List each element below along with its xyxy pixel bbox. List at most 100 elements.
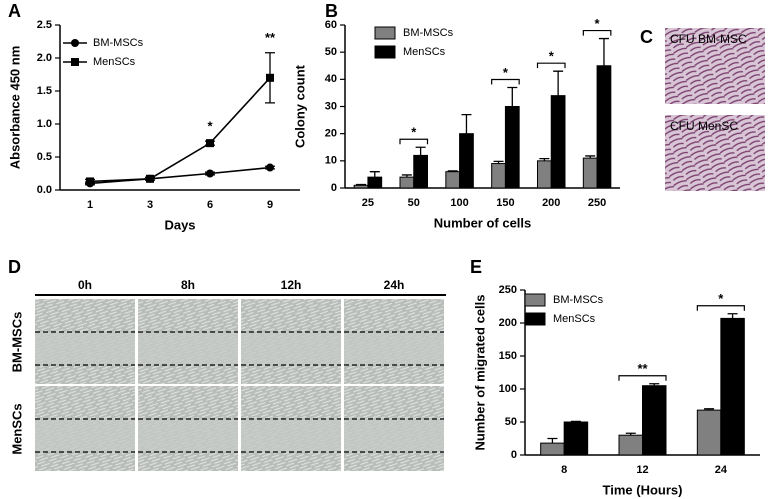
- panel-letter: A: [8, 1, 21, 21]
- wound-gap: [35, 419, 135, 452]
- sig-bracket: [536, 62, 566, 69]
- marker: [86, 177, 94, 186]
- marker: [206, 139, 214, 148]
- x-axis-title: Time (Hours): [603, 482, 683, 497]
- y-tick-label: 20: [325, 128, 337, 140]
- marker: [266, 73, 274, 82]
- y-tick-label: 30: [325, 100, 337, 112]
- row-label: MenSCs: [9, 403, 24, 454]
- bar: [367, 176, 383, 189]
- sig-mark: *: [718, 291, 724, 306]
- sig-bracket: [696, 305, 745, 311]
- y-tick-label: 150: [499, 350, 517, 362]
- wound-gap: [241, 419, 341, 452]
- wound-gap: [344, 419, 444, 452]
- sig-bracket: [582, 29, 612, 36]
- legend-swatch: [374, 45, 396, 59]
- x-tick-label: 1: [87, 199, 93, 211]
- y-tick-label: 0: [511, 449, 517, 461]
- x-axis-title: Days: [164, 217, 195, 232]
- y-tick-label: 100: [499, 383, 517, 395]
- image-caption: CFU MenSC: [670, 119, 738, 133]
- image-caption: CFU BM-MSC: [670, 32, 747, 46]
- y-tick-label: 2.5: [37, 19, 52, 31]
- bar: [696, 409, 722, 456]
- bar: [537, 160, 552, 189]
- legend-label: MenSCs: [403, 46, 446, 58]
- error-bar: [547, 437, 558, 444]
- marker: [206, 169, 214, 178]
- wound-gap: [35, 332, 135, 365]
- sig-mark: *: [503, 65, 509, 80]
- column-header: 24h: [384, 278, 405, 292]
- y-tick-label: 0: [331, 182, 337, 194]
- y-tick-label: 0.0: [37, 184, 52, 196]
- y-axis-title: Absorbance 450 nm: [7, 46, 22, 170]
- y-tick-label: 50: [505, 416, 517, 428]
- column-header: 0h: [78, 278, 92, 292]
- bar: [399, 176, 415, 189]
- y-tick-label: 200: [499, 317, 517, 329]
- x-tick-label: 8: [561, 464, 567, 476]
- sig-mark: *: [207, 119, 213, 134]
- bar: [540, 442, 565, 456]
- legend-label: MenSCs: [93, 56, 136, 68]
- sig-bracket: [618, 375, 667, 381]
- y-tick-label: 1.5: [37, 85, 52, 97]
- error-bar: [369, 171, 380, 178]
- bar: [618, 434, 643, 456]
- bar: [642, 385, 667, 456]
- line: [89, 77, 271, 183]
- marker: [71, 58, 79, 66]
- bar: [504, 106, 520, 189]
- bar: [563, 421, 589, 456]
- y-tick-label: 10: [325, 155, 337, 167]
- sig-mark: **: [637, 361, 648, 376]
- bar: [720, 317, 745, 456]
- y-tick-label: 0.5: [37, 151, 52, 163]
- wound-gap: [138, 419, 238, 452]
- legend-label: BM-MSCs: [93, 37, 144, 49]
- bar: [445, 171, 461, 189]
- y-tick-label: 40: [325, 73, 337, 85]
- marker: [146, 174, 154, 183]
- bar: [550, 95, 566, 189]
- marker: [266, 163, 274, 172]
- sig-bracket: [399, 138, 429, 145]
- legend-label: BM-MSCs: [553, 294, 604, 306]
- colony-image: [665, 115, 765, 191]
- y-tick-label: 60: [325, 19, 337, 31]
- y-tick-label: 2.0: [37, 52, 52, 64]
- y-tick-label: 50: [325, 46, 337, 58]
- y-axis-title: Colony count: [292, 64, 307, 148]
- x-tick-label: 100: [450, 197, 468, 209]
- error-bar: [415, 146, 426, 156]
- x-tick-label: 50: [408, 197, 420, 209]
- error-bar: [461, 114, 472, 134]
- bar: [413, 154, 428, 189]
- sig-bracket: [491, 78, 520, 85]
- sig-mark: *: [595, 16, 601, 31]
- bar: [491, 163, 506, 189]
- x-axis-title: Number of cells: [434, 215, 532, 230]
- bar: [459, 133, 474, 189]
- sig-mark: *: [549, 49, 555, 64]
- legend-swatch: [524, 312, 546, 326]
- bar: [353, 184, 369, 189]
- panel-letter: C: [640, 27, 653, 47]
- x-tick-label: 12: [636, 464, 648, 476]
- y-tick-label: 250: [499, 284, 517, 296]
- error-bar: [598, 37, 609, 66]
- legend-label: MenSCs: [553, 313, 596, 325]
- sig-mark: **: [265, 30, 276, 45]
- error-bar: [507, 86, 518, 107]
- legend-swatch: [374, 26, 396, 40]
- panel-letter: E: [470, 257, 482, 277]
- line: [89, 166, 271, 185]
- marker: [71, 39, 79, 47]
- bar: [582, 157, 598, 189]
- x-tick-label: 24: [715, 464, 728, 476]
- legend-swatch: [524, 293, 546, 307]
- x-tick-label: 150: [496, 197, 514, 209]
- sig-mark: *: [411, 125, 417, 140]
